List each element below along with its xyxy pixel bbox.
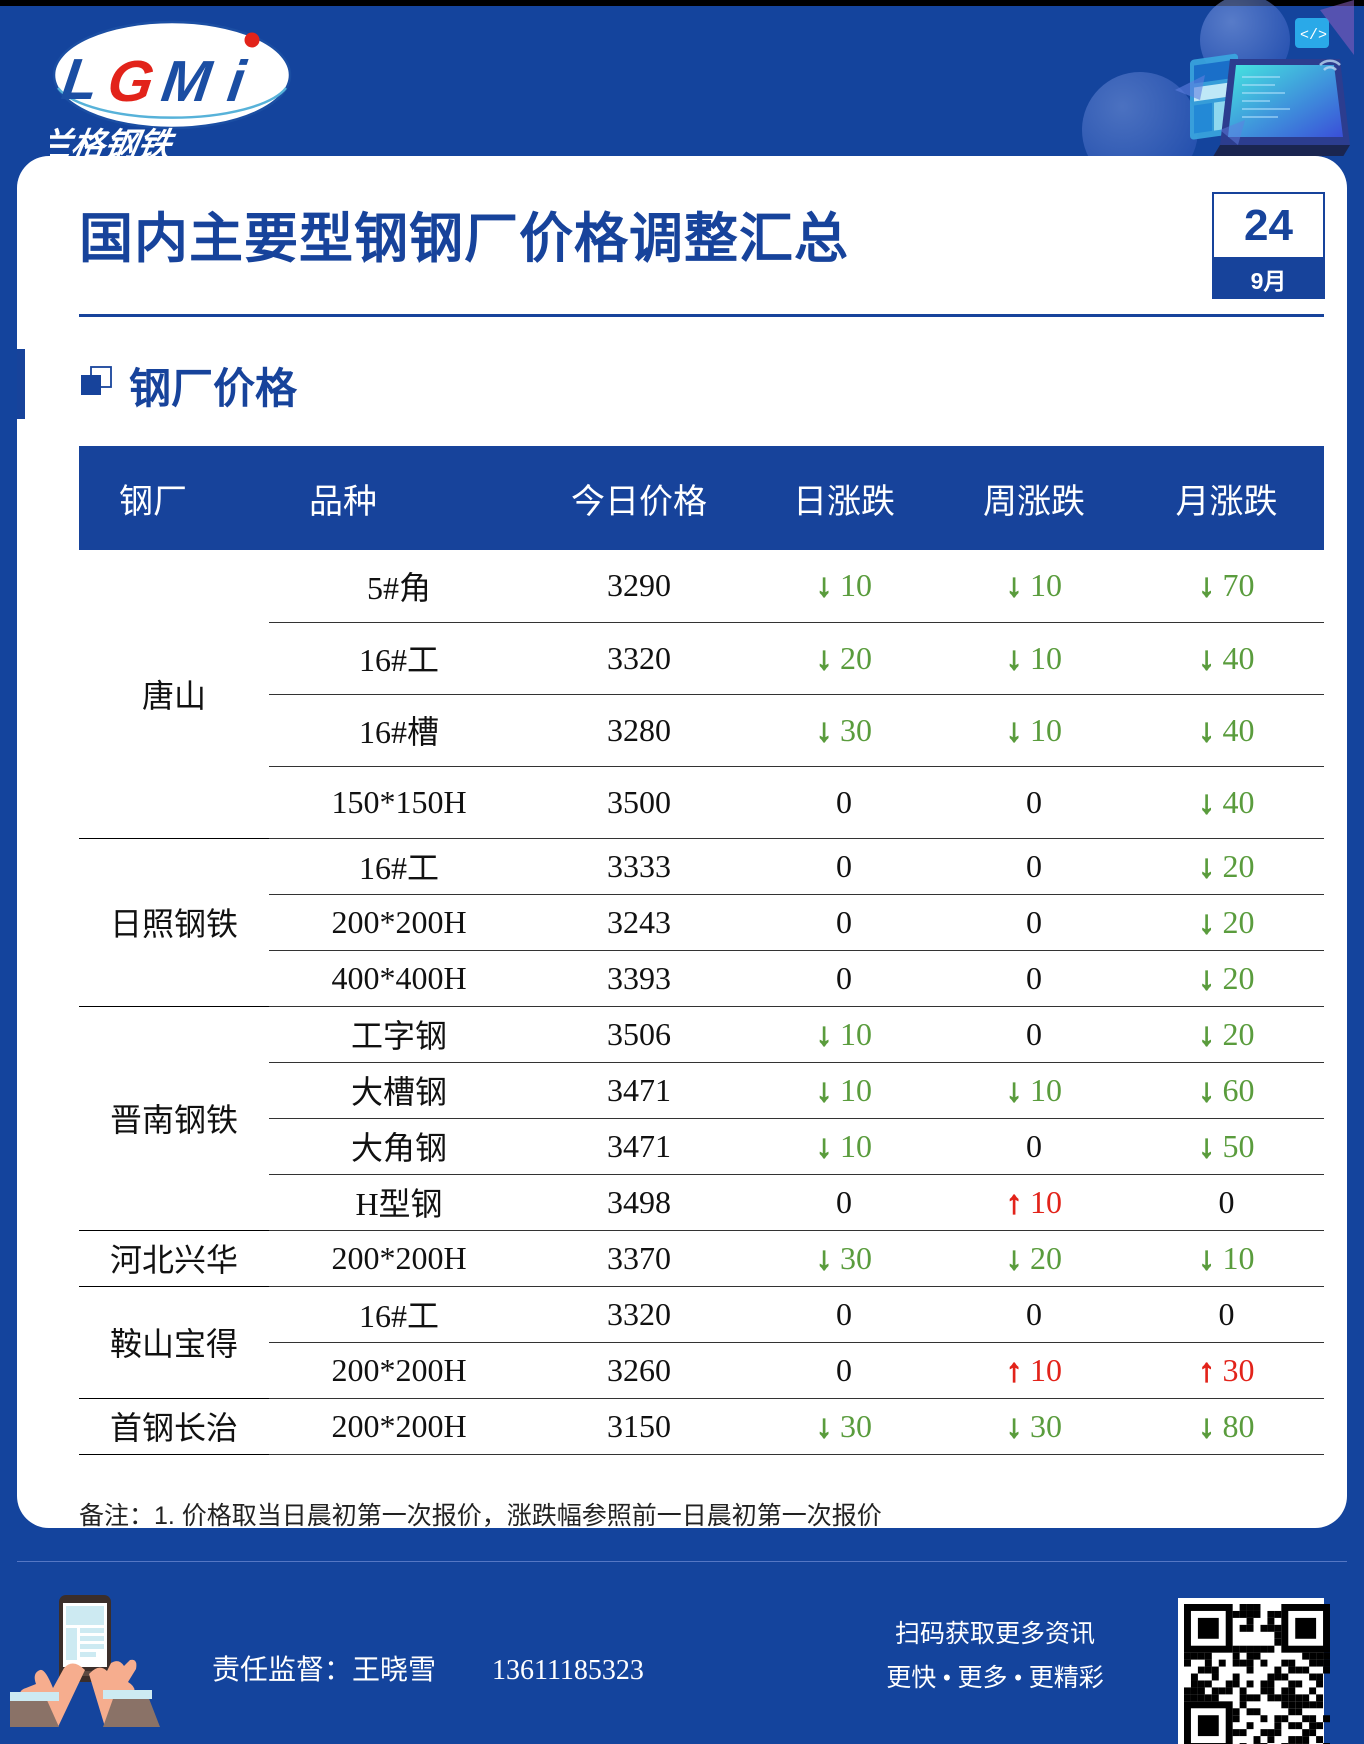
svg-text:</>: </> <box>1300 27 1327 44</box>
svg-text:G: G <box>104 49 158 114</box>
